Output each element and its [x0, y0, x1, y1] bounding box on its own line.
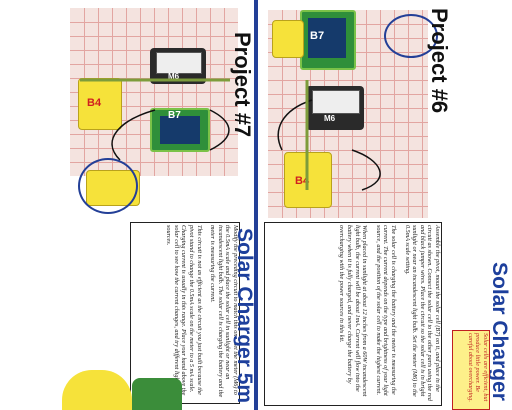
battery-left: B4 [78, 78, 122, 130]
grid-line [268, 192, 428, 193]
grid-line [282, 10, 283, 218]
grid-line [380, 10, 381, 218]
circuit-snap-left [132, 378, 182, 410]
grid-line [394, 10, 395, 218]
wires-right [277, 80, 381, 191]
solar-cell-right: B7 [300, 10, 356, 70]
meter-right-label: M6 [324, 114, 336, 123]
pivot-callout-right [384, 14, 438, 58]
description-box-left: Modify the preceding circuit to match th… [130, 222, 240, 404]
solar-left-label: B7 [168, 110, 181, 121]
wires-left [80, 78, 230, 161]
grid-line [268, 136, 428, 137]
grid-line [70, 22, 238, 23]
pivot-callout-left [78, 158, 138, 214]
grid-line [268, 164, 428, 165]
illustration-left [62, 370, 132, 410]
grid-line [366, 10, 367, 218]
grid-line [70, 162, 238, 163]
battery-left-label: B4 [87, 97, 102, 109]
meter-left-label: M6 [168, 72, 180, 81]
description-right-p3: When placed in sunlight at about 12 inch… [338, 225, 369, 397]
grid-line [70, 106, 238, 107]
project-7-title: Project #7 [230, 32, 255, 138]
grid-line [70, 36, 238, 37]
description-right-p2: The solar cell is charging the battery a… [374, 225, 398, 396]
grid-line [70, 92, 238, 93]
pivot-right [272, 20, 304, 58]
note-right: Solar cells are efficient, but produce l… [466, 333, 489, 402]
grid-line [268, 178, 428, 179]
solar-cell-left: B7 [150, 108, 210, 152]
grid-line [268, 206, 428, 207]
solar-right-label: B7 [310, 30, 325, 42]
description-box-right: Assemble the pivot, mount the solar cell… [264, 222, 442, 406]
description-left-p2: This circuit is not as efficient as the … [165, 225, 203, 396]
meter-right: M6 [306, 86, 364, 130]
grid-line [408, 10, 409, 218]
page-divider [254, 0, 258, 410]
solar-charger-5m-title: Solar Charger 5m [233, 228, 256, 404]
meter-left: M6 [150, 48, 206, 84]
grid-line [422, 10, 423, 218]
grid-line [268, 150, 428, 151]
project-6-title: Project #6 [427, 8, 452, 114]
solar-charger-title: Solar Charger [488, 262, 511, 401]
grid-line [268, 80, 428, 81]
grid-line [296, 10, 297, 218]
description-right-p1: Assemble the pivot, mount the solar cell… [403, 225, 441, 401]
note-box-right: Solar cells are efficient, but produce l… [452, 330, 490, 410]
